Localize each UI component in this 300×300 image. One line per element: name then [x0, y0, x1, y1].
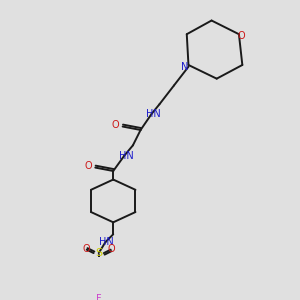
Text: O: O	[82, 244, 90, 254]
Text: O: O	[108, 244, 115, 254]
Text: F: F	[96, 294, 101, 300]
Text: HN: HN	[99, 237, 114, 247]
Text: HN: HN	[146, 109, 161, 119]
Text: O: O	[85, 161, 92, 171]
Text: O: O	[238, 31, 245, 41]
Text: N: N	[182, 62, 189, 72]
Text: S: S	[95, 248, 102, 258]
Text: HN: HN	[119, 151, 134, 160]
Text: O: O	[112, 120, 120, 130]
